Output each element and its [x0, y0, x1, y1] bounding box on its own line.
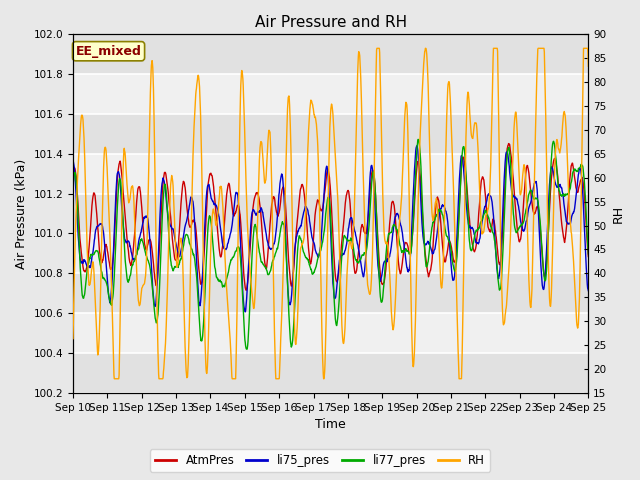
Y-axis label: RH: RH: [612, 204, 625, 223]
Bar: [73, 34, 588, 74]
Bar: [73, 274, 588, 313]
Y-axis label: Air Pressure (kPa): Air Pressure (kPa): [15, 158, 28, 269]
Bar: [73, 353, 588, 393]
Text: EE_mixed: EE_mixed: [76, 45, 141, 58]
Bar: [73, 193, 588, 233]
Title: Air Pressure and RH: Air Pressure and RH: [255, 15, 407, 30]
Legend: AtmPres, li75_pres, li77_pres, RH: AtmPres, li75_pres, li77_pres, RH: [150, 449, 490, 472]
Bar: [73, 114, 588, 154]
X-axis label: Time: Time: [316, 419, 346, 432]
